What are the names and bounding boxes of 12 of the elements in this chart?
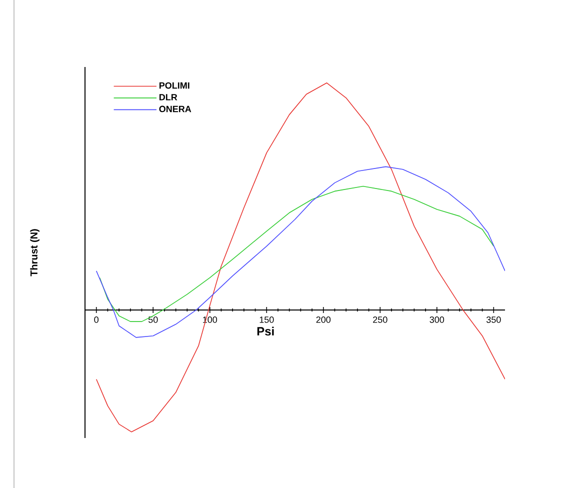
legend-label: POLIMI (159, 82, 190, 89)
x-tick-label: 150 (260, 316, 274, 323)
x-tick-label: 300 (430, 316, 444, 323)
x-tick-label: 50 (148, 316, 158, 323)
x-tick-label: 200 (316, 316, 331, 323)
x-tick-label: 250 (373, 316, 388, 323)
legend-label: ONERA (159, 106, 192, 112)
y-axis-title: Thrust (N) (30, 229, 40, 276)
x-tick-label: 350 (486, 316, 501, 323)
legend-label: DLR (159, 94, 178, 100)
x-tick-label: 0 (94, 316, 99, 323)
x-axis-title: Psi (257, 326, 274, 336)
